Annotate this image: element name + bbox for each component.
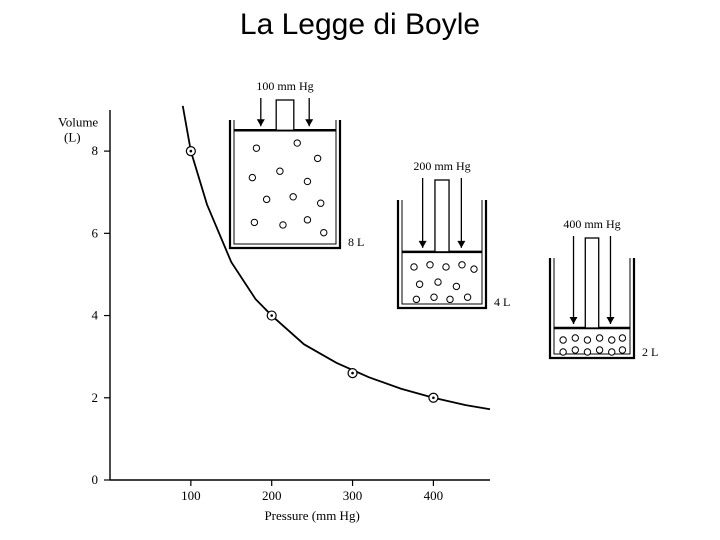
svg-text:6: 6 bbox=[92, 225, 99, 240]
svg-text:100: 100 bbox=[181, 488, 201, 503]
svg-text:8: 8 bbox=[92, 143, 99, 158]
diagram-stage: 0 2 4 6 8 Volume(L) 100 200 300 400 Pressure (mm H… bbox=[20, 60, 700, 530]
svg-text:2: 2 bbox=[92, 390, 99, 405]
svg-text:8 L: 8 L bbox=[348, 235, 364, 249]
cylinder-diagram: 100 mm Hg 8 L bbox=[230, 79, 364, 249]
svg-text:Volume: Volume bbox=[58, 114, 98, 129]
svg-text:400: 400 bbox=[424, 488, 444, 503]
page-title: La Legge di Boyle bbox=[0, 8, 720, 42]
cylinder-diagram: 200 mm Hg 4 L bbox=[398, 159, 510, 309]
svg-text:100 mm Hg: 100 mm Hg bbox=[256, 79, 313, 93]
svg-text:200 mm Hg: 200 mm Hg bbox=[413, 159, 470, 173]
svg-text:4 L: 4 L bbox=[494, 295, 510, 309]
svg-text:(L): (L) bbox=[64, 129, 81, 144]
svg-text:200: 200 bbox=[262, 488, 282, 503]
svg-text:0: 0 bbox=[92, 472, 99, 487]
svg-text:400 mm Hg: 400 mm Hg bbox=[563, 217, 620, 231]
svg-text:300: 300 bbox=[343, 488, 363, 503]
svg-text:4: 4 bbox=[92, 308, 99, 323]
svg-text:2 L: 2 L bbox=[642, 345, 658, 359]
cylinder-diagram: 400 mm Hg 2 L bbox=[550, 217, 658, 359]
svg-text:Pressure (mm Hg): Pressure (mm Hg) bbox=[264, 508, 359, 523]
